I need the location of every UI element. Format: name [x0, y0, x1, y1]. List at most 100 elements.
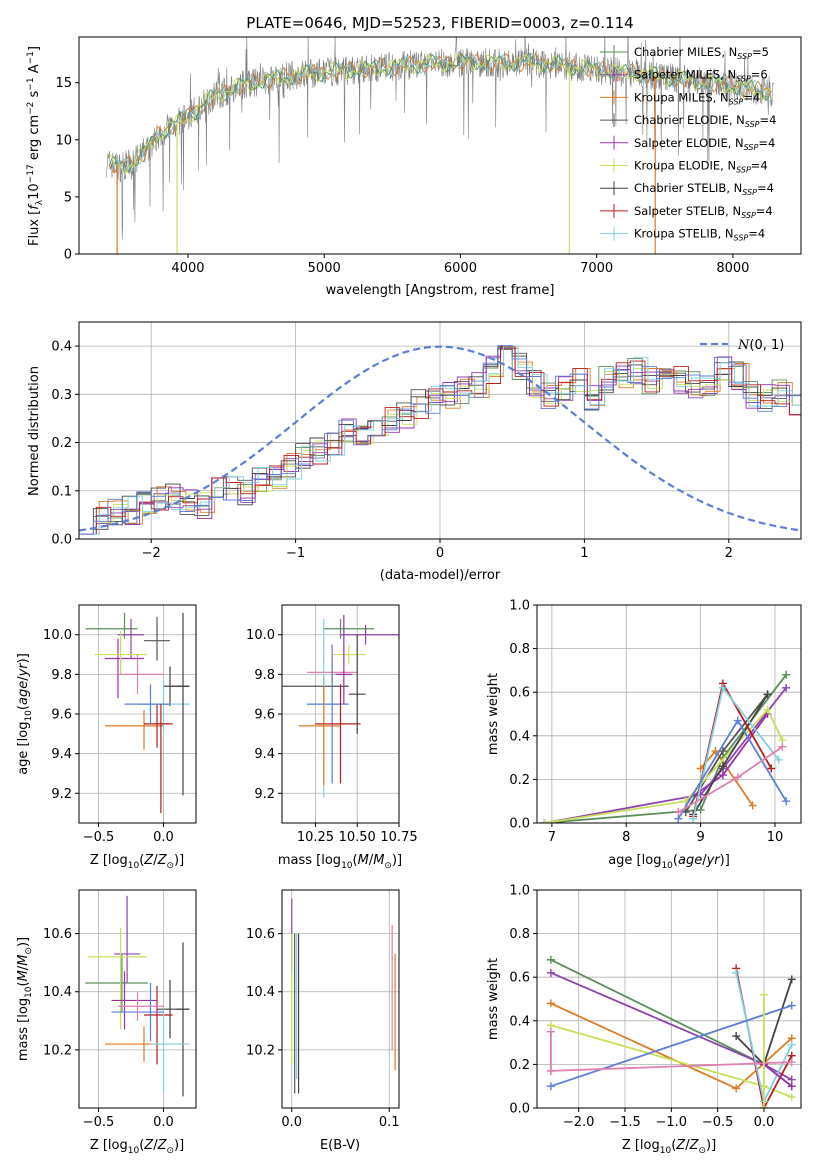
x-axis-label-part: 10	[660, 1146, 672, 1156]
weight-point-marker	[782, 797, 791, 806]
weight-point-marker	[689, 814, 698, 823]
y-tick-label: 0.6	[509, 971, 530, 986]
legend-sub: SSP	[742, 188, 757, 197]
x-tick-label: 0	[436, 546, 444, 561]
x-axis-label-part: /	[702, 853, 707, 868]
x-tick-label: −0.5	[83, 830, 115, 845]
legend-entry: Salpeter STELIB, NSSP=4	[634, 204, 773, 220]
legend-text: (0, 1)	[749, 338, 784, 353]
plot-area	[85, 612, 190, 814]
x-axis-label-part: Z	[143, 1138, 154, 1153]
y-tick-label: 0.2	[51, 436, 72, 451]
chart-title: PLATE=0646, MJD=52523, FIBERID=0003, z=0…	[246, 14, 633, 32]
chart-2: −0.5 0.0 9.2 9.4 9.6 9.8 10.0	[43, 604, 197, 845]
x-axis-label-part: )]	[174, 853, 184, 868]
x-tick-label: 8	[622, 830, 630, 845]
x-tick-label: −1.5	[609, 1115, 641, 1130]
weight-point-marker	[778, 742, 787, 751]
y-axis-label: mass weight	[486, 673, 501, 755]
y-tick-label: 9.2	[51, 787, 72, 802]
histogram-series	[81, 348, 801, 535]
weight-point-marker	[767, 764, 776, 773]
legend-sub: SSP	[729, 97, 744, 106]
weight-point-marker	[718, 762, 727, 771]
weight-series-line	[544, 708, 784, 823]
x-axis-label-part: Z [log	[90, 853, 128, 868]
y-tick-label: 9.6	[254, 708, 275, 723]
x-tick-label: 10.50	[339, 830, 376, 845]
x-tick-label: 0.0	[754, 1115, 775, 1130]
weight-point-marker	[546, 968, 555, 977]
chart-6: 0.0 0.1 10.2 10.4 10.6	[246, 889, 400, 1130]
y-axis-label-part: A	[27, 64, 42, 77]
model-spectrum	[108, 53, 773, 175]
axes-frame	[536, 889, 802, 1109]
legend-text: =4	[758, 136, 775, 150]
x-tick-label: −0.5	[83, 1115, 115, 1130]
x-axis-label-part: 10	[128, 1146, 140, 1156]
y-axis-label-part: s	[27, 90, 42, 101]
y-tick-label: 0.3	[51, 388, 72, 403]
y-tick-label: 0.4	[509, 1014, 530, 1029]
y-tick-label: 0.2	[509, 1058, 530, 1073]
legend-text: =4	[760, 113, 777, 127]
x-axis-label: Z [log10(Z/Z⊙)]	[90, 1138, 184, 1156]
histogram-series	[79, 345, 801, 535]
legend-text: =4	[748, 227, 765, 241]
weight-point-marker	[732, 1084, 741, 1093]
weight-point-marker	[759, 1104, 768, 1108]
y-tick-label: 9.8	[51, 668, 72, 683]
y-tick-label: 10.0	[246, 628, 275, 643]
y-axis-label-part: −1	[26, 51, 36, 64]
y-tick-label: 9.8	[254, 668, 275, 683]
legend-entry: Kroupa ELODIE, NSSP=4	[634, 159, 768, 175]
x-axis-label-part: ⊙	[166, 861, 174, 871]
legend-entry: Chabrier STELIB, NSSP=4	[634, 181, 774, 197]
y-tick-label: 0.0	[509, 817, 530, 832]
plot-area	[79, 345, 801, 535]
y-tick-label: 15	[55, 76, 72, 91]
weight-point-marker	[733, 716, 742, 725]
x-tick-label: −2.0	[563, 1115, 595, 1130]
x-axis-label-part: M	[373, 853, 384, 868]
weight-point-marker	[782, 670, 791, 679]
chart-5: −0.5 0.0 10.2 10.4 10.6	[43, 889, 197, 1130]
x-axis-label: (data-model)/error	[380, 568, 501, 583]
y-tick-label: 10.4	[246, 985, 275, 1000]
x-axis-label-part: (	[139, 1138, 144, 1153]
x-axis-label-part: /	[369, 853, 374, 868]
histogram-series	[84, 345, 801, 535]
chart-1: −2 −1 0 1 2 0.0 0.1 0.2 0.3 0.4 N(0, 1)	[51, 321, 802, 561]
x-tick-label: −2	[142, 546, 161, 561]
y-tick-label: 1.0	[509, 884, 530, 899]
plot-area	[282, 614, 399, 798]
y-axis-label: mass weight	[486, 958, 501, 1040]
x-tick-label: 7000	[580, 261, 613, 276]
y-tick-label: 0.4	[509, 729, 530, 744]
x-tick-label: 5000	[308, 261, 341, 276]
legend-sub: SSP	[736, 166, 751, 175]
axes-frame	[78, 889, 197, 1109]
x-axis-label: Z [log10(Z/Z⊙)]	[90, 853, 184, 871]
plot-area	[540, 670, 791, 823]
legend-text: =4	[757, 181, 774, 195]
legend-entry: Salpeter MILES, NSSP=6	[634, 68, 768, 84]
legend-text: Chabrier MILES, N	[634, 45, 737, 59]
y-axis-label-part: M	[16, 970, 31, 981]
y-tick-label: 0.8	[509, 642, 530, 657]
weight-point-marker	[718, 771, 727, 780]
x-tick-label: 10.75	[380, 830, 417, 845]
x-axis-label-part: ⊙	[698, 1146, 706, 1156]
x-tick-label: 6000	[444, 261, 477, 276]
y-axis-label-part: )]	[16, 937, 31, 947]
weight-point-marker	[787, 975, 796, 984]
y-axis-label: mass [log10(M/M⊙)]	[16, 937, 34, 1061]
y-tick-label: 9.6	[51, 708, 72, 723]
x-axis-label-part: (	[353, 853, 358, 868]
observed-spectrum	[105, 37, 774, 240]
y-axis-label-part: age [log	[16, 722, 31, 775]
x-axis-label: E(B-V)	[320, 1138, 360, 1153]
legend-text: Salpeter ELODIE, N	[634, 136, 744, 150]
